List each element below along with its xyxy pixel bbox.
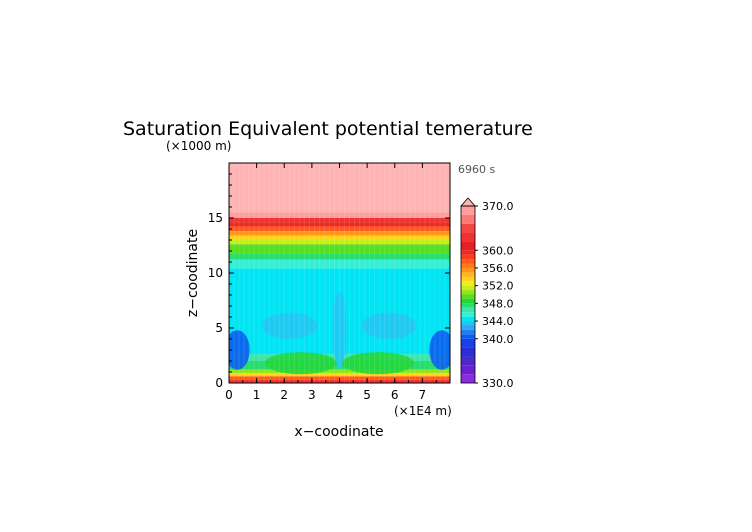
colorbar-swatch bbox=[461, 325, 475, 330]
colorbar-tick-label: 340.0 bbox=[482, 333, 514, 346]
contour-feature bbox=[264, 352, 337, 375]
colorbar-swatch bbox=[461, 263, 475, 268]
colorbar-swatch bbox=[461, 254, 475, 260]
x-tick-label: 5 bbox=[363, 388, 371, 402]
y-axis: 0 5 10 15 bbox=[208, 162, 450, 390]
colorbar-swatch bbox=[461, 285, 475, 291]
colorbar-tick-label: 360.0 bbox=[482, 244, 514, 257]
colorbar-swatch bbox=[461, 307, 475, 313]
chart-title: Saturation Equivalent potential temeratu… bbox=[123, 118, 533, 140]
contour-band bbox=[229, 369, 450, 374]
contour-feature bbox=[361, 312, 417, 339]
contour-band bbox=[229, 222, 450, 227]
colorbar-swatch bbox=[461, 334, 475, 339]
x-tick-label: 6 bbox=[391, 388, 399, 402]
y-tick-label: 15 bbox=[208, 211, 223, 225]
colorbar-extend-arrow bbox=[460, 197, 476, 207]
colorbar-swatch bbox=[461, 206, 475, 215]
x-tick-label: 1 bbox=[253, 388, 261, 402]
colorbar-swatch bbox=[461, 365, 475, 375]
contour-band bbox=[229, 163, 450, 185]
colorbar-swatch bbox=[461, 241, 475, 251]
colorbar-swatch bbox=[461, 267, 475, 273]
colorbar-swatch bbox=[461, 272, 475, 277]
time-label: 6960 s bbox=[458, 163, 495, 176]
x-axis-label: x−coodinate bbox=[294, 424, 383, 440]
colorbar-swatch bbox=[461, 338, 475, 348]
contour-band bbox=[229, 235, 450, 240]
y-unit-label: (×1000 m) bbox=[166, 139, 231, 153]
contour-feature bbox=[332, 291, 347, 369]
colorbar-swatch bbox=[461, 223, 475, 233]
y-axis-label: z−coodinate bbox=[185, 229, 201, 317]
x-tick-label: 3 bbox=[308, 388, 316, 402]
colorbar-tick-label: 330.0 bbox=[482, 377, 514, 390]
colorbar-swatch bbox=[461, 259, 475, 264]
colorbar-swatch bbox=[461, 374, 475, 383]
x-unit-label: (×1E4 m) bbox=[394, 404, 452, 418]
contour-band bbox=[229, 218, 450, 223]
y-tick-label: 0 bbox=[215, 376, 223, 390]
contour-band bbox=[229, 185, 450, 213]
x-axis: 0 1 2 3 4 5 6 7 bbox=[225, 163, 451, 402]
contour-band bbox=[229, 226, 450, 232]
colorbar-swatch bbox=[461, 312, 475, 317]
contour-band bbox=[229, 212, 450, 218]
colorbar-swatch bbox=[461, 276, 475, 282]
x-tick-label: 4 bbox=[336, 388, 344, 402]
colorbar-swatch bbox=[461, 298, 475, 304]
contour-band bbox=[229, 231, 450, 236]
y-tick-label: 10 bbox=[208, 266, 223, 280]
colorbar-swatch bbox=[461, 303, 475, 308]
colorbar-swatch bbox=[461, 214, 475, 224]
contour-band bbox=[229, 259, 450, 269]
x-tick-label: 0 bbox=[225, 388, 233, 402]
contour-band bbox=[229, 244, 450, 254]
colorbar-swatch bbox=[461, 356, 475, 366]
colorbar-swatch bbox=[461, 232, 475, 242]
colorbar-swatch bbox=[461, 347, 475, 357]
colorbar-swatch bbox=[461, 294, 475, 299]
contour-band bbox=[229, 253, 450, 260]
x-tick-label: 7 bbox=[419, 388, 427, 402]
colorbar-swatch bbox=[461, 250, 475, 255]
x-tick-label: 2 bbox=[280, 388, 288, 402]
colorbar-tick-label: 352.0 bbox=[482, 280, 514, 293]
plot-area bbox=[228, 162, 451, 384]
colorbar-tick-label: 348.0 bbox=[482, 297, 514, 310]
contour-feature bbox=[229, 330, 250, 370]
colorbar-swatch bbox=[461, 281, 475, 286]
contour-feature bbox=[262, 312, 318, 339]
contour-feature bbox=[429, 330, 450, 370]
colorbar-tick-label: 356.0 bbox=[482, 262, 514, 275]
y-tick-label: 5 bbox=[215, 321, 223, 335]
colorbar-swatch bbox=[461, 321, 475, 326]
contour-band bbox=[229, 240, 450, 245]
colorbar-swatch bbox=[461, 316, 475, 322]
contour-feature bbox=[342, 352, 415, 375]
colorbar-tick-label: 370.0 bbox=[482, 200, 514, 213]
colorbar-swatch bbox=[461, 329, 475, 335]
colorbar-tick-label: 344.0 bbox=[482, 315, 514, 328]
contour-band bbox=[229, 373, 450, 377]
colorbar: 330.0 340.0 344.0 348.0 352.0 356.0 360.0 370.0 bbox=[460, 197, 514, 390]
colorbar-swatch bbox=[461, 290, 475, 295]
colorbar-frame bbox=[460, 205, 476, 384]
